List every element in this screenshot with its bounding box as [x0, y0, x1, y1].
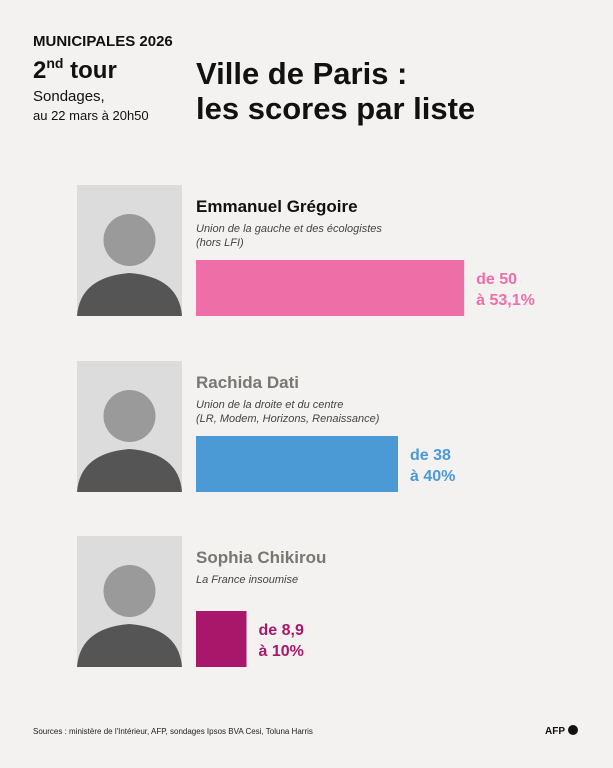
photo-body [77, 273, 182, 316]
candidate-name: Rachida Dati [196, 373, 299, 392]
round: 2nd tour [33, 55, 117, 84]
portrait [77, 361, 182, 492]
kicker: MUNICIPALES 2026 [33, 33, 173, 50]
value-label: à 53,1% [476, 292, 535, 309]
list-description: Union de la droite et du centre [196, 399, 343, 411]
photo-head [103, 565, 156, 617]
photo-body [77, 624, 182, 667]
photo-head [103, 390, 156, 442]
title-line: Ville de Paris : [196, 56, 407, 91]
round-number: 2 [33, 57, 46, 84]
value-label: à 40% [410, 468, 455, 485]
value-label: à 10% [259, 643, 304, 660]
value-label: de 50 [476, 271, 517, 288]
bar [196, 611, 247, 667]
round-word: tour [70, 57, 117, 84]
list-description: Union de la gauche et des écologistes [196, 223, 382, 235]
candidate-name: Emmanuel Grégoire [196, 197, 358, 216]
logo: AFP [545, 726, 565, 737]
list-description: La France insoumise [196, 574, 298, 586]
list-description: (LR, Modem, Horizons, Renaissance) [196, 413, 380, 425]
bar [196, 260, 465, 316]
source: Sources : ministère de l'Intérieur, AFP,… [33, 727, 313, 736]
subtitle: Sondages, [33, 88, 105, 105]
portrait [77, 536, 182, 667]
candidate-name: Sophia Chikirou [196, 548, 326, 567]
photo-head [103, 214, 156, 266]
kicker-text: MUNICIPALES [33, 33, 135, 50]
title-line: les scores par liste [196, 91, 475, 126]
portrait [77, 185, 182, 316]
list-description: (hors LFI) [196, 237, 244, 249]
photo-body [77, 449, 182, 492]
date: au 22 mars à 20h50 [33, 108, 149, 123]
value-label: de 38 [410, 447, 451, 464]
year: 2026 [139, 33, 172, 50]
round-suffix: nd [46, 55, 63, 71]
bar [196, 436, 398, 492]
value-label: de 8,9 [259, 622, 304, 639]
logo-dot [568, 725, 578, 735]
